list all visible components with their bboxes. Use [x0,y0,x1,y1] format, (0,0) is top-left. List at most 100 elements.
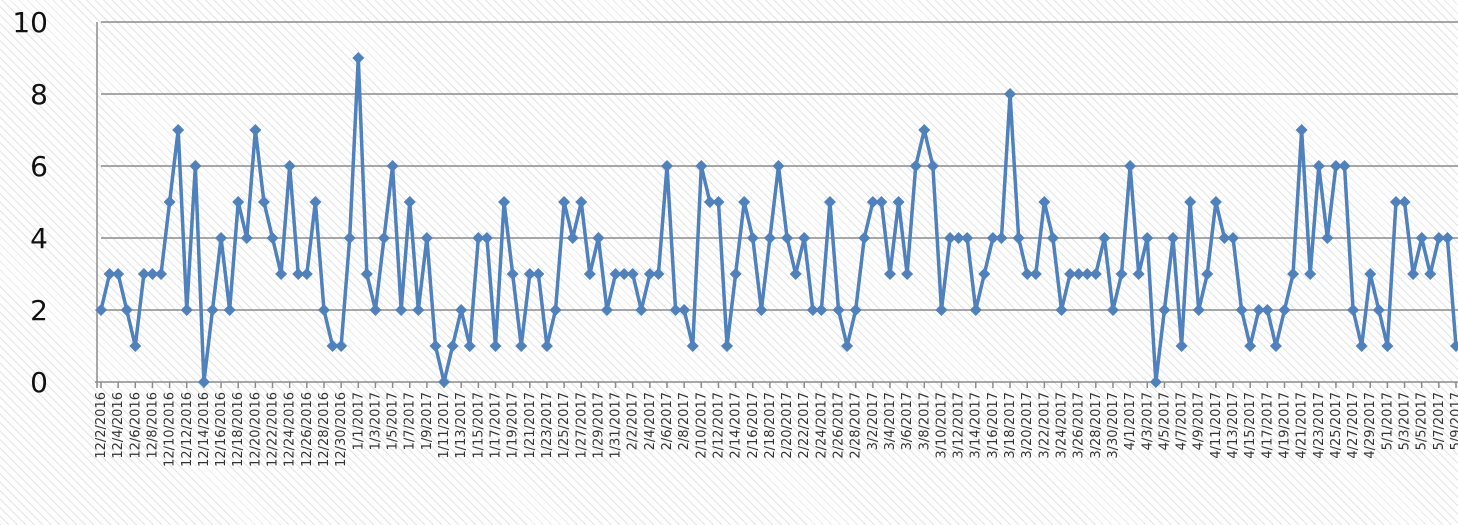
data-point-marker [266,232,279,244]
x-tick-label: 12/16/2016 [214,392,229,467]
data-point-marker [695,160,708,172]
data-point-marker [1304,268,1317,280]
data-point-marker [1046,232,1059,244]
data-point-marker [1089,268,1102,280]
x-tick-label: 4/21/2017 [1295,392,1310,459]
data-point-marker [412,304,425,316]
x-tick-label: 3/6/2017 [900,392,915,450]
data-point-marker [1218,232,1231,244]
data-point-marker [215,232,228,244]
x-tick-label: 4/23/2017 [1312,392,1327,459]
data-point-marker [969,304,982,316]
data-point-marker [1261,304,1274,316]
data-point-marker [240,232,253,244]
data-point-marker [95,304,107,316]
x-tick-label: 2/10/2017 [694,392,709,459]
data-points [95,52,1458,388]
data-point-marker [721,340,734,352]
x-tick-label: 4/11/2017 [1209,392,1224,459]
data-point-marker [1347,304,1360,316]
data-point-marker [1012,232,1025,244]
x-tick-label: 3/28/2017 [1089,392,1104,459]
x-tick-label: 1/19/2017 [506,392,521,459]
data-point-marker [129,340,142,352]
data-point-marker [1312,160,1325,172]
data-point-marker [600,304,613,316]
data-point-marker [686,340,699,352]
data-point-marker [1004,88,1017,100]
x-tick-label: 1/7/2017 [403,392,418,450]
x-tick-label: 2/22/2017 [797,392,812,459]
x-tick-label: 5/7/2017 [1432,392,1447,450]
data-point-marker [103,268,116,280]
x-tick-label: 3/14/2017 [969,392,984,459]
data-point-marker [901,268,914,280]
data-point-marker [378,232,391,244]
data-point-marker [137,268,150,280]
data-point-marker [1295,124,1308,136]
data-point-marker [1244,340,1257,352]
data-point-marker [858,232,871,244]
data-point-marker [498,196,511,208]
x-tick-label: 5/5/2017 [1415,392,1430,450]
y-tick-label: 2 [30,294,48,327]
x-tick-label: 3/24/2017 [1055,392,1070,459]
data-point-marker [206,304,219,316]
x-tick-label: 2/6/2017 [660,392,675,450]
axes [95,22,1458,388]
x-tick-label: 3/30/2017 [1106,392,1121,459]
x-tick-label: 3/8/2017 [917,392,932,450]
data-point-marker [1415,232,1428,244]
data-point-marker [1072,268,1085,280]
data-point-marker [309,196,322,208]
x-tick-label: 12/12/2016 [180,392,195,467]
x-tick-label: 2/20/2017 [780,392,795,459]
data-point-marker [1372,304,1385,316]
data-point-marker [540,340,553,352]
data-point-marker [1329,160,1342,172]
x-tick-label: 5/9/2017 [1449,392,1458,450]
data-point-marker [1321,232,1334,244]
series-line [99,56,1458,384]
data-point-marker [463,340,476,352]
data-point-marker [163,196,176,208]
data-point-marker [1106,304,1119,316]
data-point-marker [755,304,768,316]
data-point-marker [1407,268,1420,280]
data-point-marker [1227,232,1240,244]
data-point-marker [438,376,451,388]
data-point-marker [961,232,974,244]
data-point-marker [1432,232,1445,244]
data-point-marker [1287,268,1300,280]
x-tick-label: 2/2/2017 [626,392,641,450]
x-tick-label: 1/31/2017 [609,392,624,459]
data-point-marker [909,160,922,172]
data-point-marker [678,304,691,316]
data-point-marker [1364,268,1377,280]
data-point-marker [172,124,185,136]
data-point-marker [746,232,759,244]
data-point-marker [883,268,896,280]
y-tick-label: 10 [12,6,48,39]
data-point-marker [558,196,571,208]
x-tick-label: 12/2/2016 [94,392,109,459]
data-point-marker [429,340,442,352]
data-point-marker [283,160,296,172]
data-point-marker [249,124,262,136]
y-tick-label: 6 [30,150,48,183]
x-tick-label: 1/1/2017 [351,392,366,450]
series-line-group [99,56,1458,384]
data-point-marker [1269,340,1282,352]
x-tick-label: 2/8/2017 [677,392,692,450]
data-point-marker [1055,304,1068,316]
data-point-marker [661,160,674,172]
data-point-marker [386,160,399,172]
data-point-marker [995,232,1008,244]
data-point-marker [112,268,125,280]
data-point-marker [926,160,939,172]
data-point-marker [360,268,373,280]
data-point-marker [1064,268,1077,280]
data-point-marker [566,232,579,244]
data-point-marker [1149,376,1162,388]
data-point-marker [506,268,519,280]
